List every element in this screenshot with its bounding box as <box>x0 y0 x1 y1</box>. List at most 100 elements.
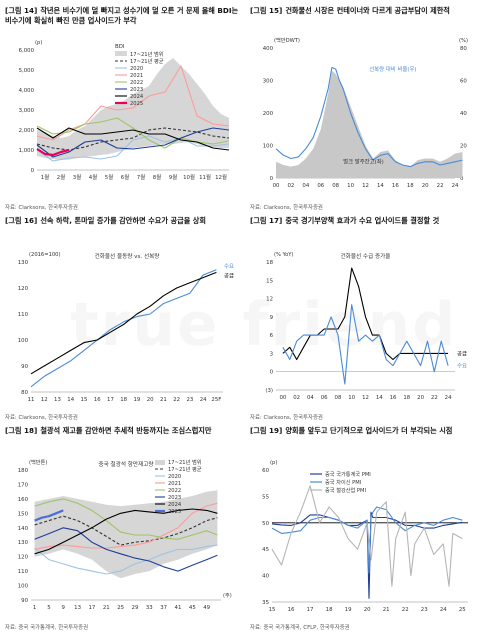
series-line <box>34 508 218 555</box>
chart-panel-16: [그림 16] 선속 하락, 톤마일 증가를 감안하면 수요가 공급을 상회 80… <box>5 216 240 421</box>
chart-title-text: 선속 하락, 톤마일 증가를 감안하면 수요가 공급을 상회 <box>40 216 207 225</box>
x-tick-label: 12 <box>362 395 369 401</box>
y-tick-label: 60 <box>262 468 269 474</box>
y-tick-label: 120 <box>18 555 29 561</box>
y-tick-label: 1,000 <box>19 148 35 154</box>
x-tick-label: 02 <box>287 183 294 189</box>
chart-title: [그림 19] 양회를 앞두고 단기적으로 업사이드가 더 부각되는 시점 <box>250 426 485 456</box>
x-tick-label: 20 <box>422 183 429 189</box>
x-tick-label: 12 <box>362 183 369 189</box>
y-tick-label: 18 <box>266 260 273 266</box>
series-line <box>34 515 218 546</box>
x-tick-label: 21 <box>103 605 110 611</box>
x-tick-label: 6월 <box>121 173 129 181</box>
legend-label: 17~21년 평균 <box>168 465 202 473</box>
y-tick-label: 400 <box>263 46 274 52</box>
x-tick-label: 33 <box>146 605 153 611</box>
x-tick-label: 00 <box>273 183 280 189</box>
x-tick-label: 19 <box>345 607 352 613</box>
chart-svg: 90 100 110 120 130 140 150 160 170 180(백만톤) 중국 철광석… <box>18 458 232 611</box>
x-tick-label: 08 <box>332 183 339 189</box>
x-tick-label: 19 <box>134 397 141 403</box>
legend-swatch <box>155 460 165 465</box>
chart-source: 자료: Clarksons, 한국투자증권 <box>5 415 78 421</box>
y-tick-label: 130 <box>18 260 29 266</box>
series-annotation: 벌크 발주잔고(좌) <box>343 157 384 165</box>
x-tick-label: 14 <box>376 395 383 401</box>
y-tick-label: 100 <box>18 338 29 344</box>
x-tick-label: 24 <box>445 395 452 401</box>
y-axis-label-right: (%) <box>459 38 468 44</box>
x-tick-label: 1월 <box>41 173 49 181</box>
chart-panel-18: [그림 18] 철광석 재고를 감안하면 추세적 반등까지는 조심스럽지만 90 1… <box>5 426 240 631</box>
chart-svg: 80 90 100 110 120 130(2016=100) 건화물선 물동량 vs. 선… <box>18 252 234 403</box>
y-tick-label: 110 <box>18 312 29 318</box>
legend-label: 2021 <box>168 481 181 487</box>
legend-label: 2025 <box>168 509 181 515</box>
x-tick-label: 14 <box>377 183 384 189</box>
chart-svg: 35 40 45 50 55 60(p) 15 16 17 18 19 20 21 22 23 24 25 중국 … <box>262 460 468 613</box>
x-tick-label: 18 <box>326 607 333 613</box>
x-tick-label: 10월 <box>183 173 195 181</box>
y-tick-label: 50 <box>262 521 269 527</box>
y-tick-label: 120 <box>18 286 29 292</box>
x-tick-label: 21 <box>160 397 167 403</box>
series-line <box>36 65 230 141</box>
x-tick-label: 11 <box>28 397 35 403</box>
series-end-label: 공급 <box>457 350 467 357</box>
x-tick-label: 15 <box>81 397 88 403</box>
legend-label: 2023 <box>168 495 181 501</box>
y-tick-label: 55 <box>262 494 269 500</box>
chart-title: [그림 14] 작년은 비수기에 덜 빠지고 성수기에 덜 오른 거 문제 올해 … <box>5 6 240 36</box>
x-tick-label: 08 <box>335 395 342 401</box>
x-tick-label: 23 <box>186 397 193 403</box>
series-end-label: 수요 <box>457 363 467 370</box>
y-tick-label: 2,000 <box>19 128 35 134</box>
x-tick-label: 17 <box>89 605 96 611</box>
chart-source: 자료: Clarksons, 한국투자증권 <box>250 205 323 211</box>
series-line <box>282 304 449 385</box>
x-tick-label: 18 <box>403 395 410 401</box>
y-tick-label: 140 <box>18 526 29 532</box>
x-tick-label: 5월 <box>105 173 113 181</box>
chart-title-text: 중국 경기부양책 효과가 수요 업사이드를 결정할 것 <box>285 216 440 225</box>
legend-label: 17~21년 범위 <box>130 50 164 58</box>
chart-title-text: 작년은 비수기에 덜 빠지고 성수기에 덜 오른 거 문제 올해 BDI는 비수… <box>5 6 239 25</box>
x-tick-label: 4월 <box>89 173 97 181</box>
y-tick-label: 35 <box>262 600 269 606</box>
chart-svg: 0 100 200 300 400(백만DWT) (%) 0 20 40 60 80 00 02 04 06… <box>263 36 468 189</box>
legend-label: 2022 <box>130 80 143 86</box>
y-tick-label: 100 <box>263 144 274 150</box>
chart-subtitle: 건화물선 물동량 vs. 선복량 <box>95 252 160 260</box>
series-line <box>30 269 217 388</box>
y-tick-label: 80 <box>21 390 28 396</box>
x-tick-label: 18 <box>407 183 414 189</box>
series-line <box>36 127 230 158</box>
chart-title-text: 건화물선 시장은 컨테이너와 다르게 공급부담이 제한적 <box>285 6 450 15</box>
series-line <box>34 509 64 522</box>
x-tick-label: 49 <box>203 605 210 611</box>
y-tick-label: 4,000 <box>19 88 35 94</box>
legend-label: 중국 차이신 PMI <box>325 478 362 486</box>
y-tick-label: 180 <box>18 468 29 474</box>
y-tick-label-right: 60 <box>460 79 467 85</box>
x-tick-label: 10 <box>348 395 355 401</box>
x-tick-label: 06 <box>317 183 324 189</box>
x-tick-label: 8월 <box>153 173 161 181</box>
series-annotation: 선복량 대비 비율(우) <box>369 65 416 73</box>
x-axis-unit: (주) <box>223 592 232 599</box>
y-axis-label: (p) <box>35 40 42 46</box>
chart-title: [그림 15] 건화물선 시장은 컨테이너와 다르게 공급부담이 제한적 <box>250 6 485 36</box>
series-area <box>276 70 463 178</box>
chart-tag: [그림 16] <box>5 216 38 225</box>
series-line <box>34 544 218 575</box>
legend-title: BDI <box>115 44 125 50</box>
chart-title: [그림 17] 중국 경기부양책 효과가 수요 업사이드를 결정할 것 <box>250 216 485 246</box>
series-line <box>36 135 230 162</box>
y-tick-label: 6 <box>270 333 274 339</box>
y-tick-label: 300 <box>263 79 274 85</box>
legend-label: 2020 <box>168 474 181 480</box>
y-tick-label: 100 <box>18 584 29 590</box>
x-tick-label: 10 <box>347 183 354 189</box>
y-tick-label: 0 <box>270 176 274 182</box>
